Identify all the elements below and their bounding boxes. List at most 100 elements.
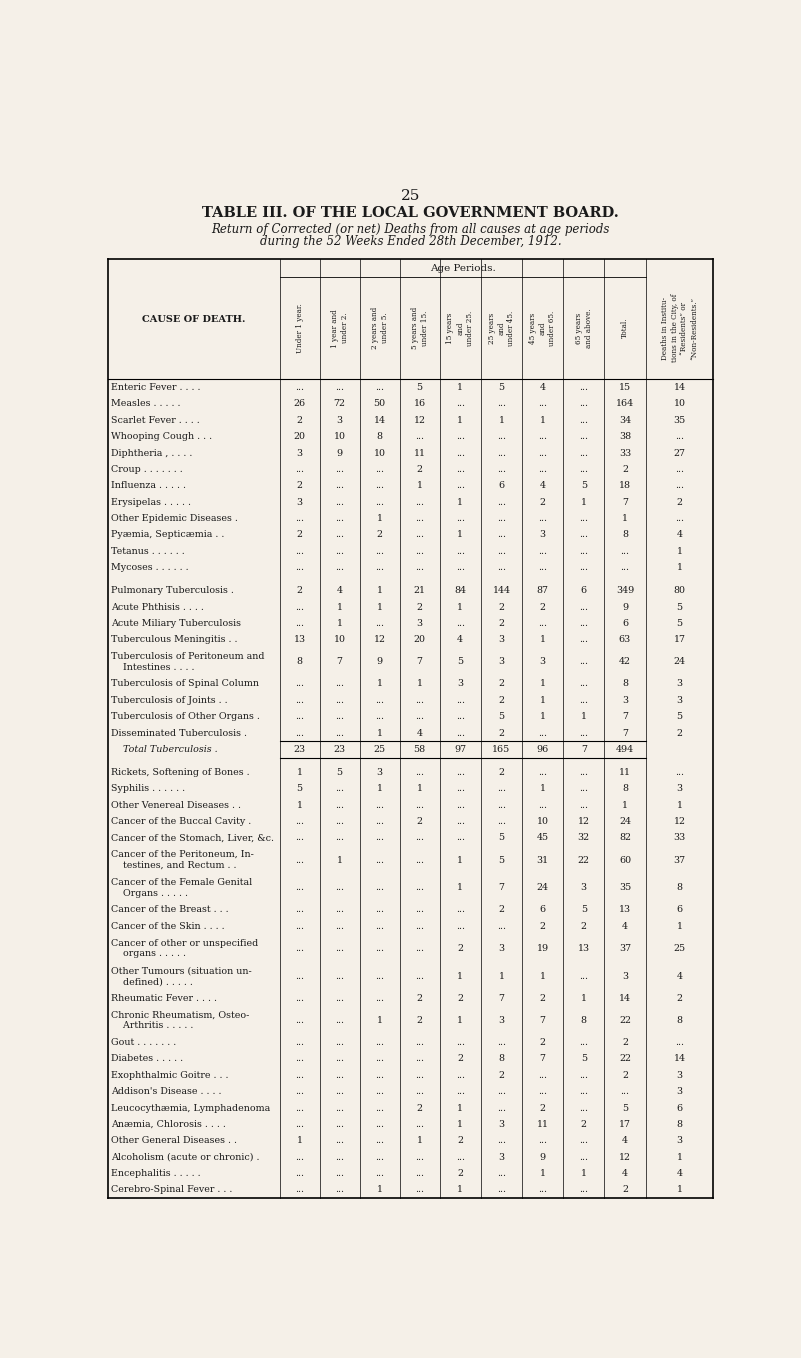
Text: 1: 1	[417, 481, 423, 490]
Text: 5: 5	[677, 603, 682, 611]
Text: ...: ...	[375, 547, 384, 555]
Text: 2: 2	[296, 587, 303, 595]
Text: ...: ...	[456, 547, 465, 555]
Text: ...: ...	[538, 729, 547, 737]
Text: 3: 3	[336, 416, 343, 425]
Text: 2: 2	[540, 1104, 545, 1112]
Text: ...: ...	[335, 944, 344, 953]
Text: ...: ...	[497, 1169, 506, 1179]
Text: ...: ...	[375, 464, 384, 474]
Text: 4: 4	[677, 972, 682, 980]
Text: ...: ...	[415, 1120, 424, 1128]
Text: 1: 1	[581, 1169, 587, 1179]
Text: ...: ...	[456, 1153, 465, 1161]
Text: ...: ...	[375, 834, 384, 842]
Text: 2: 2	[457, 944, 463, 953]
Text: ...: ...	[335, 498, 344, 507]
Text: Leucocythæmia, Lymphadenoma: Leucocythæmia, Lymphadenoma	[111, 1104, 271, 1112]
Text: Cancer of the Stomach, Liver, &c.: Cancer of the Stomach, Liver, &c.	[111, 834, 274, 842]
Text: ...: ...	[415, 1153, 424, 1161]
Text: 1: 1	[336, 619, 343, 627]
Text: ...: ...	[538, 1088, 547, 1096]
Text: ...: ...	[335, 547, 344, 555]
Text: ...: ...	[415, 856, 424, 865]
Text: 34: 34	[619, 416, 631, 425]
Text: 1: 1	[540, 636, 545, 644]
Text: 25: 25	[400, 189, 421, 204]
Text: 1: 1	[457, 883, 463, 892]
Text: Return of Corrected (or net) Deaths from all causes at age periods: Return of Corrected (or net) Deaths from…	[211, 223, 610, 235]
Text: Cancer of the Peritoneum, In-
    testines, and Rectum . .: Cancer of the Peritoneum, In- testines, …	[111, 850, 254, 870]
Text: ...: ...	[675, 464, 684, 474]
Text: 3: 3	[622, 972, 628, 980]
Text: Cancer of the Female Genital
    Organs . . . . .: Cancer of the Female Genital Organs . . …	[111, 879, 252, 898]
Text: 80: 80	[674, 587, 686, 595]
Text: ...: ...	[375, 1038, 384, 1047]
Text: ...: ...	[335, 564, 344, 572]
Text: 2: 2	[622, 1071, 628, 1080]
Text: ...: ...	[295, 856, 304, 865]
Text: ...: ...	[621, 1088, 630, 1096]
Text: ...: ...	[335, 695, 344, 705]
Text: 9: 9	[376, 657, 383, 667]
Text: 3: 3	[540, 657, 545, 667]
Text: ...: ...	[375, 801, 384, 809]
Text: 2: 2	[581, 1120, 587, 1128]
Text: ...: ...	[335, 481, 344, 490]
Text: 27: 27	[674, 448, 686, 458]
Text: 13: 13	[578, 944, 590, 953]
Text: 3: 3	[498, 944, 505, 953]
Text: CAUSE OF DEATH.: CAUSE OF DEATH.	[142, 315, 245, 323]
Text: 3: 3	[677, 785, 682, 793]
Text: ...: ...	[579, 972, 588, 980]
Text: ...: ...	[335, 1016, 344, 1025]
Text: ...: ...	[335, 1169, 344, 1179]
Text: ...: ...	[415, 801, 424, 809]
Text: 2: 2	[498, 767, 505, 777]
Text: 2: 2	[540, 922, 545, 930]
Text: ...: ...	[295, 603, 304, 611]
Text: 3: 3	[677, 1088, 682, 1096]
Text: 10: 10	[537, 818, 549, 826]
Text: 33: 33	[674, 834, 686, 842]
Text: ...: ...	[497, 1137, 506, 1145]
Text: ...: ...	[579, 1071, 588, 1080]
Text: ...: ...	[375, 1088, 384, 1096]
Text: ...: ...	[295, 1088, 304, 1096]
Text: 1: 1	[457, 1016, 463, 1025]
Text: Gout . . . . . . .: Gout . . . . . . .	[111, 1038, 176, 1047]
Text: 2: 2	[677, 994, 682, 1004]
Text: ...: ...	[375, 1104, 384, 1112]
Text: ...: ...	[538, 399, 547, 409]
Text: 349: 349	[616, 587, 634, 595]
Text: ...: ...	[456, 1038, 465, 1047]
Text: ...: ...	[295, 972, 304, 980]
Text: 6: 6	[581, 587, 587, 595]
Text: 14: 14	[674, 1054, 686, 1063]
Text: 9: 9	[336, 448, 343, 458]
Text: 3: 3	[296, 448, 303, 458]
Text: ...: ...	[538, 1071, 547, 1080]
Text: 6: 6	[677, 1104, 682, 1112]
Text: 6: 6	[622, 619, 628, 627]
Text: 1: 1	[376, 1186, 383, 1195]
Text: Rheumatic Fever . . . .: Rheumatic Fever . . . .	[111, 994, 217, 1004]
Text: Exophthalmic Goitre . . .: Exophthalmic Goitre . . .	[111, 1071, 229, 1080]
Text: 2: 2	[622, 464, 628, 474]
Text: 8: 8	[296, 657, 303, 667]
Text: 1: 1	[376, 785, 383, 793]
Text: ...: ...	[415, 531, 424, 539]
Text: 7: 7	[498, 883, 505, 892]
Text: 2: 2	[296, 481, 303, 490]
Text: 1: 1	[457, 1104, 463, 1112]
Text: Cancer of the Buccal Cavity .: Cancer of the Buccal Cavity .	[111, 818, 252, 826]
Text: 5: 5	[677, 712, 682, 721]
Text: ...: ...	[497, 399, 506, 409]
Text: ...: ...	[497, 1088, 506, 1096]
Text: 4: 4	[622, 922, 628, 930]
Text: ...: ...	[335, 515, 344, 523]
Text: 96: 96	[537, 746, 549, 754]
Text: ...: ...	[579, 679, 588, 689]
Text: ...: ...	[456, 464, 465, 474]
Text: 10: 10	[334, 432, 345, 441]
